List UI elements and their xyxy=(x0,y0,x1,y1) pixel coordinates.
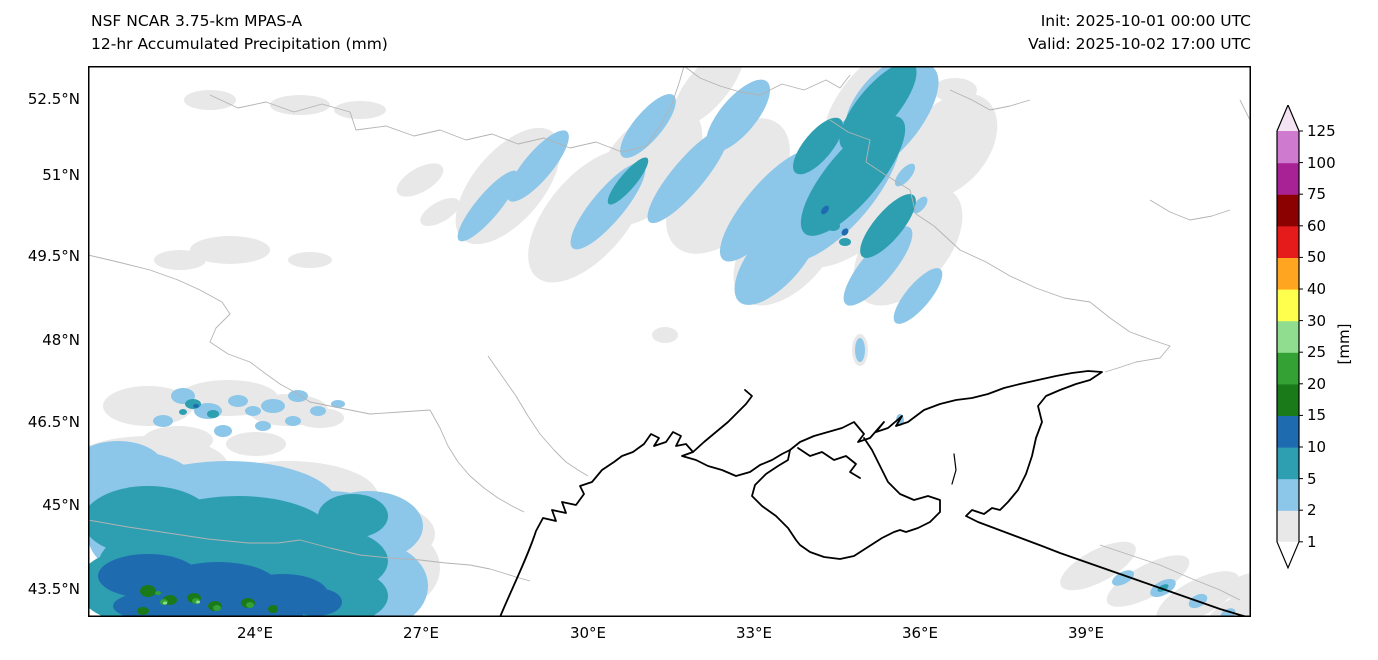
colorbar-under-arrow xyxy=(1277,541,1299,568)
country-borders xyxy=(88,66,1251,601)
colorbar-segment xyxy=(1277,225,1299,258)
lon-tick-label: 36°E xyxy=(901,624,939,642)
colorbar-tick-label: 75 xyxy=(1307,185,1327,204)
map-frame xyxy=(88,66,1251,617)
lat-tick-label: 48°N xyxy=(42,331,80,349)
colorbar-segment xyxy=(1277,289,1299,322)
colorbar-segment xyxy=(1277,320,1299,353)
map-panel xyxy=(88,66,1251,617)
colorbar-tick-label: 15 xyxy=(1307,406,1327,425)
figure-title-line1: NSF NCAR 3.75-km MPAS-A xyxy=(91,12,303,30)
colorbar-segment xyxy=(1277,131,1299,164)
lat-tick-label: 52.5°N xyxy=(27,90,80,108)
lat-tick-label: 45°N xyxy=(42,496,80,514)
map-canvas xyxy=(88,66,1251,617)
init-time-label: Init: 2025-10-01 00:00 UTC xyxy=(1040,12,1251,30)
precip-25-30mm xyxy=(163,600,200,605)
colorbar-tick-label: 125 xyxy=(1307,122,1336,140)
colorbar xyxy=(1275,103,1305,570)
colorbar-segment xyxy=(1277,447,1299,480)
precipitation-layer xyxy=(88,66,1251,617)
colorbar-segment xyxy=(1277,352,1299,385)
coastline xyxy=(499,370,1251,617)
colorbar-tick-label: 100 xyxy=(1307,153,1336,172)
lon-tick-label: 27°E xyxy=(402,624,440,642)
valid-time-label: Valid: 2025-10-02 17:00 UTC xyxy=(1028,35,1251,53)
colorbar-segment xyxy=(1277,478,1299,511)
colorbar-tick-label: 1 xyxy=(1307,532,1317,551)
colorbar-tick-labels: 1 2 5 10 15 20 25 30 40 50 60 75 100 125 xyxy=(1307,105,1351,569)
colorbar-tick-label: 10 xyxy=(1307,438,1327,456)
colorbar-segment xyxy=(1277,510,1299,543)
colorbar-tick-label: 20 xyxy=(1307,374,1327,393)
colorbar-tick-label: 30 xyxy=(1307,311,1327,330)
lat-tick-label: 49.5°N xyxy=(27,247,80,265)
colorbar-segment xyxy=(1277,383,1299,416)
colorbar-segment xyxy=(1277,257,1299,290)
colorbar-segment xyxy=(1277,162,1299,195)
lat-tick-label: 43.5°N xyxy=(27,580,80,598)
colorbar-tick-label: 50 xyxy=(1307,248,1327,267)
colorbar-over-arrow xyxy=(1277,105,1299,131)
lat-tick-label: 51°N xyxy=(42,166,80,184)
lon-tick-label: 39°E xyxy=(1067,624,1105,642)
colorbar-segment xyxy=(1277,415,1299,448)
colorbar-canvas xyxy=(1276,103,1303,570)
colorbar-unit-label: [mm] xyxy=(1335,323,1353,365)
colorbar-tick-label: 40 xyxy=(1307,280,1327,298)
lon-tick-label: 33°E xyxy=(735,624,773,642)
figure-title-line2: 12-hr Accumulated Precipitation (mm) xyxy=(91,35,388,53)
colorbar-tick-label: 60 xyxy=(1307,216,1327,235)
lon-tick-label: 24°E xyxy=(236,624,274,642)
colorbar-tick-label: 5 xyxy=(1307,469,1317,488)
colorbar-segment xyxy=(1277,194,1299,227)
lat-tick-label: 46.5°N xyxy=(27,413,80,431)
colorbar-tick-label: 2 xyxy=(1307,501,1317,520)
colorbar-tick-label: 25 xyxy=(1307,343,1327,362)
lon-tick-label: 30°E xyxy=(569,624,607,642)
